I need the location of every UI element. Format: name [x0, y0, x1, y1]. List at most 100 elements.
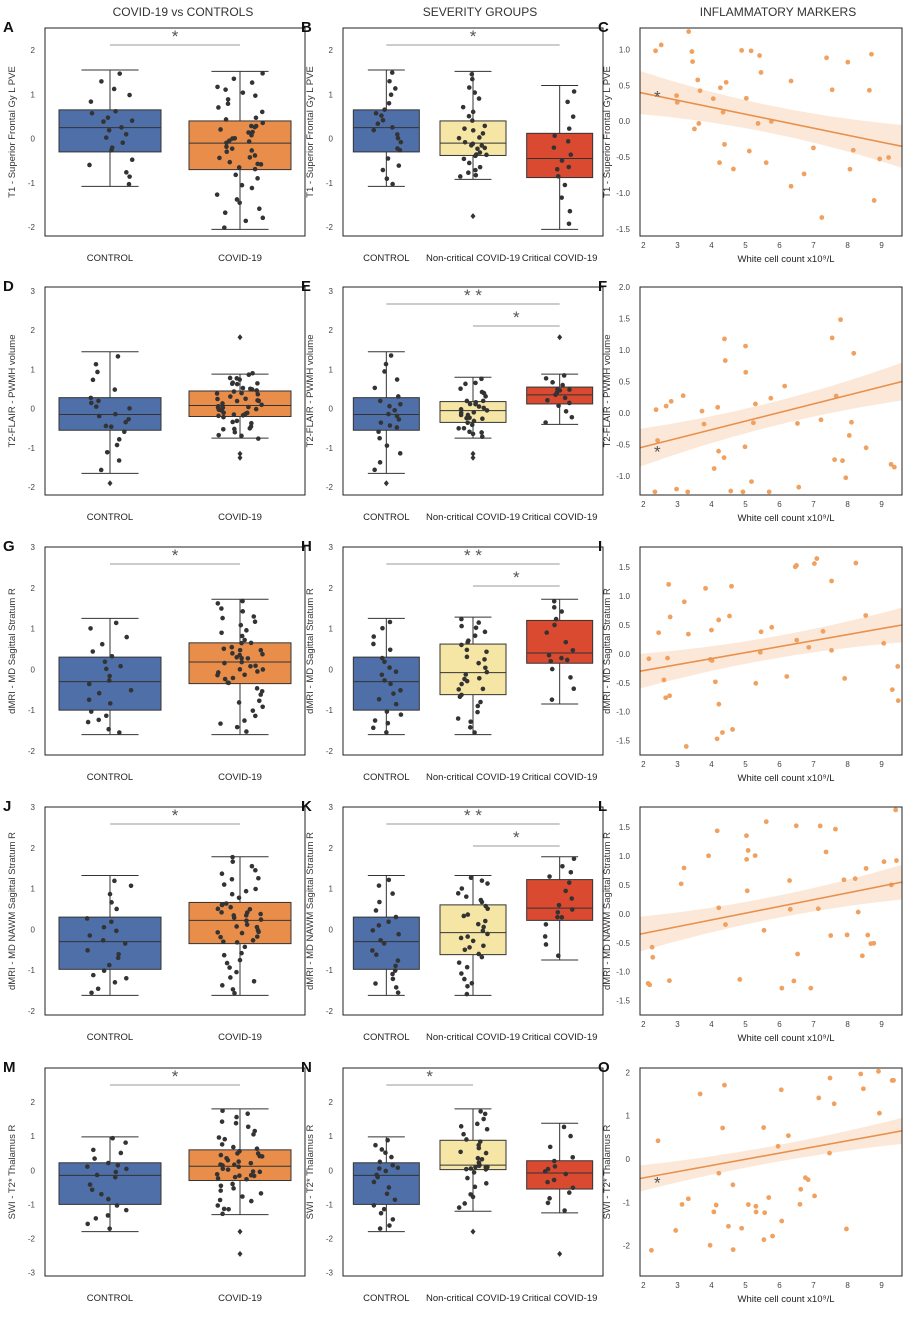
data-point	[567, 400, 572, 406]
data-point	[229, 644, 235, 650]
data-point	[221, 952, 227, 958]
data-point	[126, 416, 131, 422]
box-control	[58, 916, 162, 970]
data-point	[222, 660, 227, 666]
y-tick-label: 2	[329, 46, 334, 55]
data-point	[482, 1111, 488, 1117]
data-point	[226, 1206, 231, 1212]
data-point	[87, 933, 93, 938]
x-tick-label: 5	[743, 1281, 748, 1290]
data-point	[387, 78, 392, 84]
data-point	[239, 659, 245, 665]
data-point	[113, 411, 118, 417]
data-point	[126, 181, 132, 187]
outlier-point	[237, 450, 243, 457]
data-point	[236, 895, 242, 901]
panel-o: O SWI - T2* Thalamus R -2 -1 0 1 2 * 2 3 4 5 6 7 8 9 Whi…	[598, 1059, 903, 1305]
y-tick-label: 0	[31, 665, 36, 674]
scatter-point	[844, 1226, 849, 1232]
scatter-point	[889, 687, 895, 693]
data-point	[466, 170, 471, 175]
data-point	[222, 210, 228, 215]
data-point	[467, 401, 473, 407]
data-point	[223, 117, 229, 122]
data-point	[234, 197, 240, 202]
scatter-point	[881, 640, 887, 646]
y-tick-label: 2	[31, 844, 36, 853]
data-point	[85, 719, 91, 725]
data-point	[232, 1174, 238, 1180]
data-point	[479, 1156, 485, 1162]
y-tick-label: 0	[31, 405, 36, 414]
data-point	[229, 891, 235, 897]
data-point	[108, 424, 114, 430]
outlier-point	[557, 334, 563, 341]
scatter-point	[667, 614, 673, 620]
data-point	[469, 980, 475, 986]
significance-stars: *	[470, 27, 477, 46]
scatter-point	[778, 1087, 784, 1093]
panel-letter: F	[598, 278, 607, 295]
data-point	[254, 388, 260, 393]
scatter-point	[891, 464, 897, 470]
outlier-point	[470, 213, 476, 220]
data-point	[547, 1196, 552, 1201]
data-point	[382, 678, 387, 683]
data-point	[385, 156, 391, 161]
data-point	[398, 712, 404, 717]
outlier-point	[107, 480, 113, 487]
scatter-point	[844, 932, 850, 938]
data-point	[127, 406, 132, 411]
data-point	[218, 1152, 224, 1158]
data-point	[116, 951, 121, 957]
scatter-point	[829, 335, 835, 341]
data-point	[479, 430, 484, 435]
data-point	[388, 681, 393, 687]
data-point	[390, 181, 395, 187]
data-point	[468, 875, 474, 881]
data-point	[470, 76, 475, 82]
data-point	[90, 649, 96, 654]
data-point	[386, 411, 391, 417]
data-point	[214, 391, 220, 396]
data-point	[464, 398, 470, 404]
scatter-point	[795, 951, 801, 957]
scatter-point	[757, 649, 763, 655]
data-point	[103, 713, 109, 719]
data-point	[243, 396, 248, 402]
data-point	[88, 395, 94, 401]
scatter-point	[788, 78, 794, 84]
data-point	[86, 697, 92, 703]
data-point	[480, 131, 486, 136]
y-axis-label: dMRI - MD NAWM Sagittal Stratum R	[602, 832, 613, 990]
data-point	[562, 395, 568, 401]
scatter-point	[846, 433, 852, 438]
data-point	[395, 1165, 401, 1171]
y-tick-label: 0.5	[619, 881, 631, 890]
category-label: COVID-19	[218, 512, 262, 523]
box-critical	[526, 132, 594, 179]
data-point	[392, 408, 397, 413]
data-point	[230, 859, 236, 864]
data-point	[460, 104, 466, 110]
data-point	[396, 417, 402, 422]
data-point	[382, 659, 387, 665]
significance-stars: *	[426, 1067, 433, 1086]
data-point	[459, 886, 465, 891]
scatter-point	[794, 563, 799, 568]
scatter-point	[829, 647, 834, 653]
data-point	[484, 669, 490, 675]
scatter-point	[685, 631, 691, 637]
y-tick-label: -1.5	[616, 737, 630, 746]
panel-d: D T2-FLAIR - PWMH volume -2 -1 0 1 2 3 CONTROL CO…	[3, 278, 306, 523]
x-tick-label: 8	[845, 500, 850, 509]
data-point	[88, 709, 94, 714]
data-point	[253, 115, 259, 121]
data-point	[568, 675, 573, 680]
y-tick-label: -1	[28, 179, 36, 188]
data-point	[472, 1184, 478, 1190]
data-point	[112, 878, 117, 884]
data-point	[236, 1159, 241, 1164]
data-point	[216, 105, 221, 110]
category-label: COVID-19	[218, 253, 262, 264]
